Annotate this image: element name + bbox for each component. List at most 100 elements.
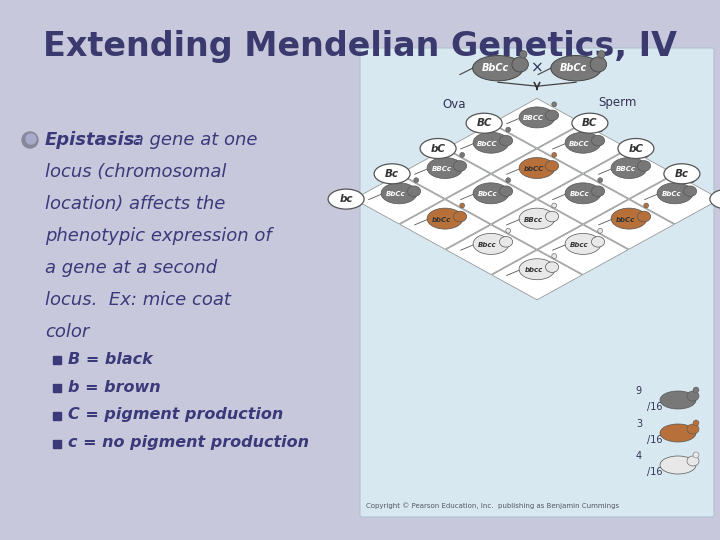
Polygon shape bbox=[492, 98, 582, 148]
Text: bbCc: bbCc bbox=[432, 217, 451, 222]
Ellipse shape bbox=[472, 56, 523, 81]
FancyBboxPatch shape bbox=[360, 48, 714, 517]
Ellipse shape bbox=[420, 138, 456, 159]
Ellipse shape bbox=[512, 57, 528, 72]
Ellipse shape bbox=[552, 102, 557, 107]
Text: BbCC: BbCC bbox=[477, 141, 498, 147]
Ellipse shape bbox=[690, 178, 695, 183]
Ellipse shape bbox=[408, 186, 420, 197]
Ellipse shape bbox=[546, 211, 559, 222]
Ellipse shape bbox=[328, 189, 364, 209]
Ellipse shape bbox=[657, 183, 693, 204]
Ellipse shape bbox=[414, 178, 418, 183]
Text: 9: 9 bbox=[636, 386, 642, 396]
Text: /16: /16 bbox=[647, 435, 662, 445]
Ellipse shape bbox=[572, 113, 608, 133]
Ellipse shape bbox=[552, 152, 557, 157]
Ellipse shape bbox=[500, 237, 513, 247]
Ellipse shape bbox=[683, 186, 697, 197]
Text: BC: BC bbox=[582, 118, 598, 128]
Polygon shape bbox=[538, 225, 628, 274]
Text: Sperm: Sperm bbox=[599, 96, 637, 109]
Text: BbCC: BbCC bbox=[569, 141, 590, 147]
Text: bbCc: bbCc bbox=[616, 217, 635, 222]
Text: ×: × bbox=[531, 60, 544, 76]
Ellipse shape bbox=[374, 164, 410, 184]
Polygon shape bbox=[630, 174, 720, 224]
Polygon shape bbox=[538, 174, 628, 224]
Text: locus.  Ex: mice coat: locus. Ex: mice coat bbox=[45, 291, 231, 309]
Text: BBCc: BBCc bbox=[616, 166, 636, 172]
Ellipse shape bbox=[505, 127, 510, 132]
Text: BbCc: BbCc bbox=[570, 191, 589, 198]
Text: color: color bbox=[45, 323, 89, 341]
Ellipse shape bbox=[466, 113, 502, 133]
Ellipse shape bbox=[460, 203, 464, 208]
Ellipse shape bbox=[611, 208, 647, 229]
Circle shape bbox=[26, 134, 36, 144]
Text: C = pigment production: C = pigment production bbox=[68, 408, 283, 422]
Ellipse shape bbox=[687, 391, 699, 401]
Ellipse shape bbox=[473, 183, 509, 204]
Circle shape bbox=[22, 132, 38, 148]
Ellipse shape bbox=[660, 424, 696, 442]
Text: BBCc: BBCc bbox=[431, 166, 451, 172]
Ellipse shape bbox=[519, 259, 555, 280]
Text: BbCc: BbCc bbox=[560, 63, 588, 73]
Ellipse shape bbox=[590, 57, 606, 72]
Ellipse shape bbox=[460, 152, 464, 157]
Text: b = brown: b = brown bbox=[68, 380, 161, 395]
Text: c = no pigment production: c = no pigment production bbox=[68, 435, 309, 450]
Ellipse shape bbox=[546, 262, 559, 272]
Text: BbCc: BbCc bbox=[477, 191, 498, 198]
Text: BBCC: BBCC bbox=[523, 116, 544, 122]
Ellipse shape bbox=[500, 186, 513, 197]
Ellipse shape bbox=[611, 158, 647, 179]
Text: bbcc: bbcc bbox=[524, 267, 543, 273]
Ellipse shape bbox=[473, 132, 509, 153]
Bar bbox=[53, 356, 61, 364]
Polygon shape bbox=[538, 124, 628, 173]
Ellipse shape bbox=[637, 211, 651, 222]
Ellipse shape bbox=[664, 164, 700, 184]
Ellipse shape bbox=[687, 456, 699, 466]
Ellipse shape bbox=[693, 420, 699, 426]
Ellipse shape bbox=[552, 254, 557, 259]
Polygon shape bbox=[400, 200, 490, 249]
Ellipse shape bbox=[660, 391, 696, 409]
Text: BbCc: BbCc bbox=[482, 63, 509, 73]
Text: bC: bC bbox=[431, 144, 446, 153]
Text: Bc: Bc bbox=[385, 169, 399, 179]
Ellipse shape bbox=[644, 152, 649, 157]
Polygon shape bbox=[400, 149, 490, 199]
Text: a gene at one: a gene at one bbox=[127, 131, 258, 149]
Polygon shape bbox=[354, 174, 444, 224]
Ellipse shape bbox=[454, 160, 467, 171]
Ellipse shape bbox=[637, 160, 651, 171]
Text: location) affects the: location) affects the bbox=[45, 195, 225, 213]
Ellipse shape bbox=[598, 178, 603, 183]
Ellipse shape bbox=[565, 233, 601, 254]
Text: Ova: Ova bbox=[442, 98, 466, 111]
Text: Bbcc: Bbcc bbox=[478, 242, 497, 248]
Ellipse shape bbox=[565, 132, 601, 153]
Ellipse shape bbox=[693, 387, 699, 393]
Ellipse shape bbox=[598, 127, 603, 132]
Ellipse shape bbox=[565, 183, 601, 204]
Bar bbox=[53, 412, 61, 420]
Polygon shape bbox=[492, 200, 582, 249]
Ellipse shape bbox=[427, 208, 463, 229]
Text: /16: /16 bbox=[647, 467, 662, 477]
Polygon shape bbox=[446, 174, 536, 224]
Text: BbCc: BbCc bbox=[386, 191, 405, 198]
Text: Epistasis:: Epistasis: bbox=[45, 131, 143, 149]
Ellipse shape bbox=[519, 107, 555, 128]
Text: bbCC: bbCC bbox=[523, 166, 544, 172]
Ellipse shape bbox=[427, 158, 463, 179]
Ellipse shape bbox=[546, 160, 559, 171]
Polygon shape bbox=[446, 225, 536, 274]
Polygon shape bbox=[492, 149, 582, 199]
Ellipse shape bbox=[710, 189, 720, 209]
Ellipse shape bbox=[644, 203, 649, 208]
Text: Copyright © Pearson Education, Inc.  publishing as Benjamin Cummings: Copyright © Pearson Education, Inc. publ… bbox=[366, 502, 619, 509]
